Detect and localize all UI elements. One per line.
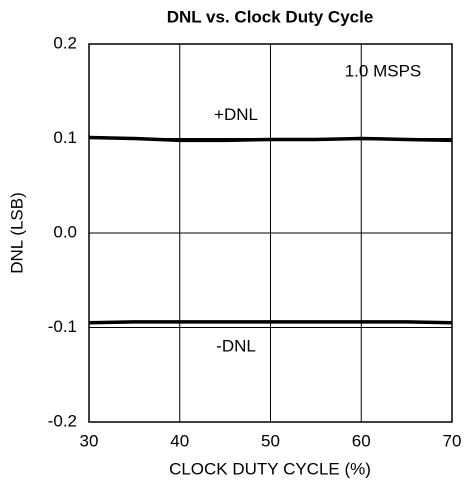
x-tick-label: 60 [352,431,371,450]
x-axis-label: CLOCK DUTY CYCLE (%) [169,459,371,478]
x-tick-label: 70 [443,431,462,450]
y-tick-label: -0.2 [48,411,77,430]
series-label: +DNL [214,105,258,124]
plot-frame [88,43,453,423]
series-label: -DNL [216,336,256,355]
y-tick-label: 0.1 [53,128,77,147]
x-tick-label: 30 [80,431,99,450]
y-tick-label: 0.2 [53,33,77,52]
y-tick-label: -0.1 [48,317,77,336]
y-tick-label: 0.0 [53,222,77,241]
line-series [88,135,453,143]
x-tick-label: 50 [261,431,280,450]
y-axis-label: DNL (LSB) [7,192,26,274]
chart-title: DNL vs. Clock Duty Cycle [167,7,374,26]
line-series [88,320,453,325]
annotation: 1.0 MSPS [345,61,422,80]
x-tick-label: 40 [170,431,189,450]
